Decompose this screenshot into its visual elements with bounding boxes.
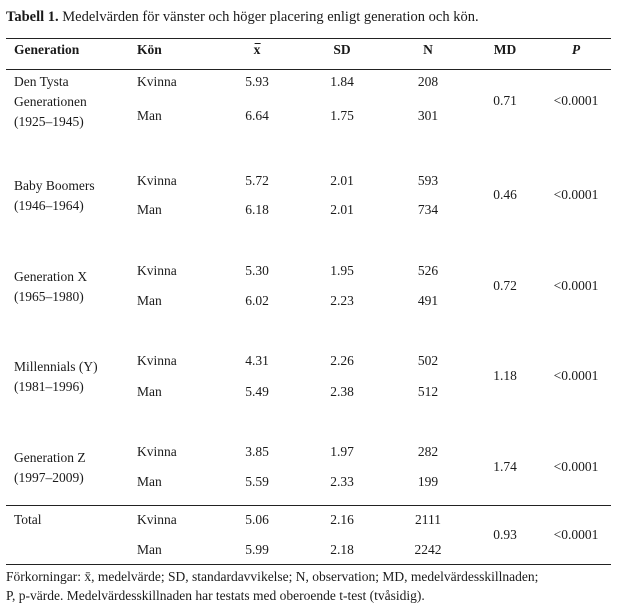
sd-cell: 2.33 bbox=[330, 474, 354, 489]
n-cell: 734 bbox=[417, 202, 439, 217]
generation-name-line: (1997–2009) bbox=[14, 470, 84, 485]
mean-cell: 5.49 bbox=[245, 384, 269, 399]
mean-cell: 6.18 bbox=[245, 202, 269, 217]
n-cell: 593 bbox=[417, 173, 439, 188]
n-cell: 502 bbox=[417, 353, 439, 368]
n-cell: 301 bbox=[417, 108, 439, 123]
sd-cell: 1.95 bbox=[330, 263, 354, 278]
mean-cell: 3.85 bbox=[245, 444, 269, 459]
mean-cell: 6.02 bbox=[245, 293, 269, 308]
kon-cell: Kvinna bbox=[137, 353, 177, 368]
kon-cell: Man bbox=[137, 202, 162, 217]
mean-cell: 5.72 bbox=[245, 173, 269, 188]
generation-name: Den Tysta Generationen (1925–1945) bbox=[14, 72, 87, 132]
table-top-rule bbox=[6, 38, 611, 39]
table-footnote: Förkorningar: x̄, medelvärde; SD, standa… bbox=[6, 567, 621, 605]
mean-cell: 5.06 bbox=[245, 512, 269, 527]
n-cell: 512 bbox=[417, 384, 439, 399]
generation-name-line: (1965–1980) bbox=[14, 289, 84, 304]
sd-cell: 2.16 bbox=[330, 512, 354, 527]
header-mean-symbol: x bbox=[254, 40, 261, 60]
sd-cell: 2.01 bbox=[330, 173, 354, 188]
generation-name-line: Total bbox=[14, 512, 42, 527]
p-cell: <0.0001 bbox=[553, 93, 599, 108]
kon-cell: Kvinna bbox=[137, 263, 177, 278]
md-cell: 1.18 bbox=[493, 368, 517, 383]
md-cell: 0.46 bbox=[493, 187, 517, 202]
generation-name: Baby Boomers (1946–1964) bbox=[14, 176, 95, 216]
generation-name-line: (1946–1964) bbox=[14, 198, 84, 213]
n-cell: 282 bbox=[417, 444, 439, 459]
md-cell: 0.72 bbox=[493, 278, 517, 293]
p-cell: <0.0001 bbox=[553, 187, 599, 202]
header-bottom-rule bbox=[6, 69, 611, 70]
md-cell: 0.71 bbox=[493, 93, 517, 108]
n-cell: 2242 bbox=[414, 542, 442, 557]
md-cell: 0.93 bbox=[493, 527, 517, 542]
n-cell: 199 bbox=[417, 474, 439, 489]
generation-name-line: Baby Boomers bbox=[14, 178, 95, 193]
kon-cell: Man bbox=[137, 542, 162, 557]
generation-name: Millennials (Y) (1981–1996) bbox=[14, 357, 98, 397]
caption-label: Tabell 1. bbox=[6, 9, 59, 25]
table-caption: Tabell 1. Medelvärden för vänster och hö… bbox=[6, 9, 479, 26]
n-cell: 2111 bbox=[415, 512, 441, 527]
sd-cell: 2.18 bbox=[330, 542, 354, 557]
kon-cell: Kvinna bbox=[137, 173, 177, 188]
generation-name-line: (1925–1945) bbox=[14, 114, 84, 129]
kon-cell: Man bbox=[137, 293, 162, 308]
n-cell: 526 bbox=[417, 263, 439, 278]
generation-name-line: (1981–1996) bbox=[14, 379, 84, 394]
generation-name: Generation X (1965–1980) bbox=[14, 267, 87, 307]
header-kon: Kön bbox=[137, 42, 162, 57]
p-cell: <0.0001 bbox=[553, 368, 599, 383]
header-n: N bbox=[423, 42, 433, 57]
kon-cell: Man bbox=[137, 108, 162, 123]
sd-cell: 2.26 bbox=[330, 353, 354, 368]
generation-name-line: Millennials (Y) bbox=[14, 359, 98, 374]
header-sd: SD bbox=[333, 42, 351, 57]
caption-text: Medelvärden för vänster och höger placer… bbox=[58, 9, 479, 25]
n-cell: 208 bbox=[417, 74, 439, 89]
sd-cell: 2.23 bbox=[330, 293, 354, 308]
header-md: MD bbox=[493, 42, 517, 57]
kon-cell: Man bbox=[137, 474, 162, 489]
mean-cell: 5.59 bbox=[245, 474, 269, 489]
sd-cell: 1.75 bbox=[330, 108, 354, 123]
p-cell: <0.0001 bbox=[553, 278, 599, 293]
generation-name-line: Generation Z bbox=[14, 450, 86, 465]
mean-cell: 5.99 bbox=[245, 542, 269, 557]
header-p: P bbox=[571, 42, 581, 57]
mean-cell: 5.30 bbox=[245, 263, 269, 278]
kon-cell: Kvinna bbox=[137, 444, 177, 459]
sd-cell: 2.01 bbox=[330, 202, 354, 217]
mean-cell: 5.93 bbox=[245, 74, 269, 89]
header-generation: Generation bbox=[14, 42, 80, 57]
generation-name: Generation Z (1997–2009) bbox=[14, 448, 86, 488]
mean-cell: 4.31 bbox=[245, 353, 269, 368]
kon-cell: Kvinna bbox=[137, 74, 177, 89]
generation-name: Total bbox=[14, 510, 42, 530]
generation-name-line: Generationen bbox=[14, 94, 87, 109]
total-separator-rule bbox=[6, 505, 611, 506]
md-cell: 1.74 bbox=[493, 459, 517, 474]
p-cell: <0.0001 bbox=[553, 527, 599, 542]
n-cell: 491 bbox=[417, 293, 439, 308]
sd-cell: 1.84 bbox=[330, 74, 354, 89]
kon-cell: Kvinna bbox=[137, 512, 177, 527]
table-bottom-rule bbox=[6, 564, 611, 565]
sd-cell: 1.97 bbox=[330, 444, 354, 459]
generation-name-line: Den Tysta bbox=[14, 74, 69, 89]
header-mean: x bbox=[254, 40, 261, 60]
mean-cell: 6.64 bbox=[245, 108, 269, 123]
footnote-line: Förkorningar: x̄, medelvärde; SD, standa… bbox=[6, 569, 539, 584]
p-cell: <0.0001 bbox=[553, 459, 599, 474]
kon-cell: Man bbox=[137, 384, 162, 399]
sd-cell: 2.38 bbox=[330, 384, 354, 399]
footnote-line: P, p-värde. Medelvärdesskillnaden har te… bbox=[6, 588, 425, 603]
generation-name-line: Generation X bbox=[14, 269, 88, 284]
